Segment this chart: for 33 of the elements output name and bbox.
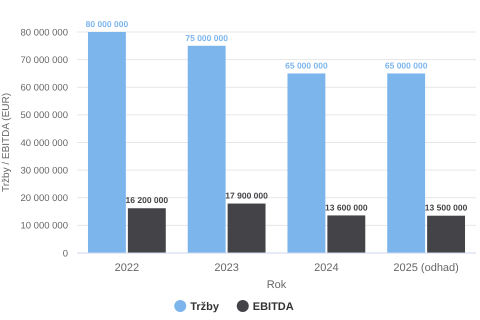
bar [128,208,166,253]
text: 65 000 000 [285,60,328,70]
bar [387,73,426,253]
x-tick-label: 2025 (odhad) [393,262,459,274]
bar [88,32,126,253]
bar [228,204,266,253]
legend-label: EBITDA [252,300,294,313]
text: 80 000 000 [86,19,128,29]
bar [188,46,226,253]
y-tick-label: 10 000 000 [20,220,68,232]
text: 65 000 000 [384,60,428,70]
y-tick-label: 0 [62,248,68,260]
y-tick-label: 30 000 000 [20,165,68,176]
x-tick-label: 2023 [214,262,239,274]
x-tick-label: 2024 [314,262,339,274]
y-axis-title: Tržby / EBITDA (EUR) [1,92,12,192]
text: 16 200 000 [126,195,168,206]
y-tick-label: 50 000 000 [20,110,68,122]
y-tick-label: 40 000 000 [20,138,68,149]
text: 13 600 000 [325,202,368,212]
x-tick-label: 2022 [114,262,140,274]
y-tick-label: 80 000 000 [20,27,68,38]
text: 75 000 000 [185,32,228,43]
y-tick-label: 60 000 000 [20,82,68,94]
text: 13 500 000 [424,202,468,213]
bar [287,73,326,253]
bar [427,216,466,253]
y-tick-label: 20 000 000 [20,193,68,204]
bar [327,215,366,253]
y-tick-label: 70 000 000 [20,54,68,66]
x-axis-title: Rok [266,279,287,291]
legend-label: Tržby [190,300,220,313]
text: 17 900 000 [225,190,268,201]
